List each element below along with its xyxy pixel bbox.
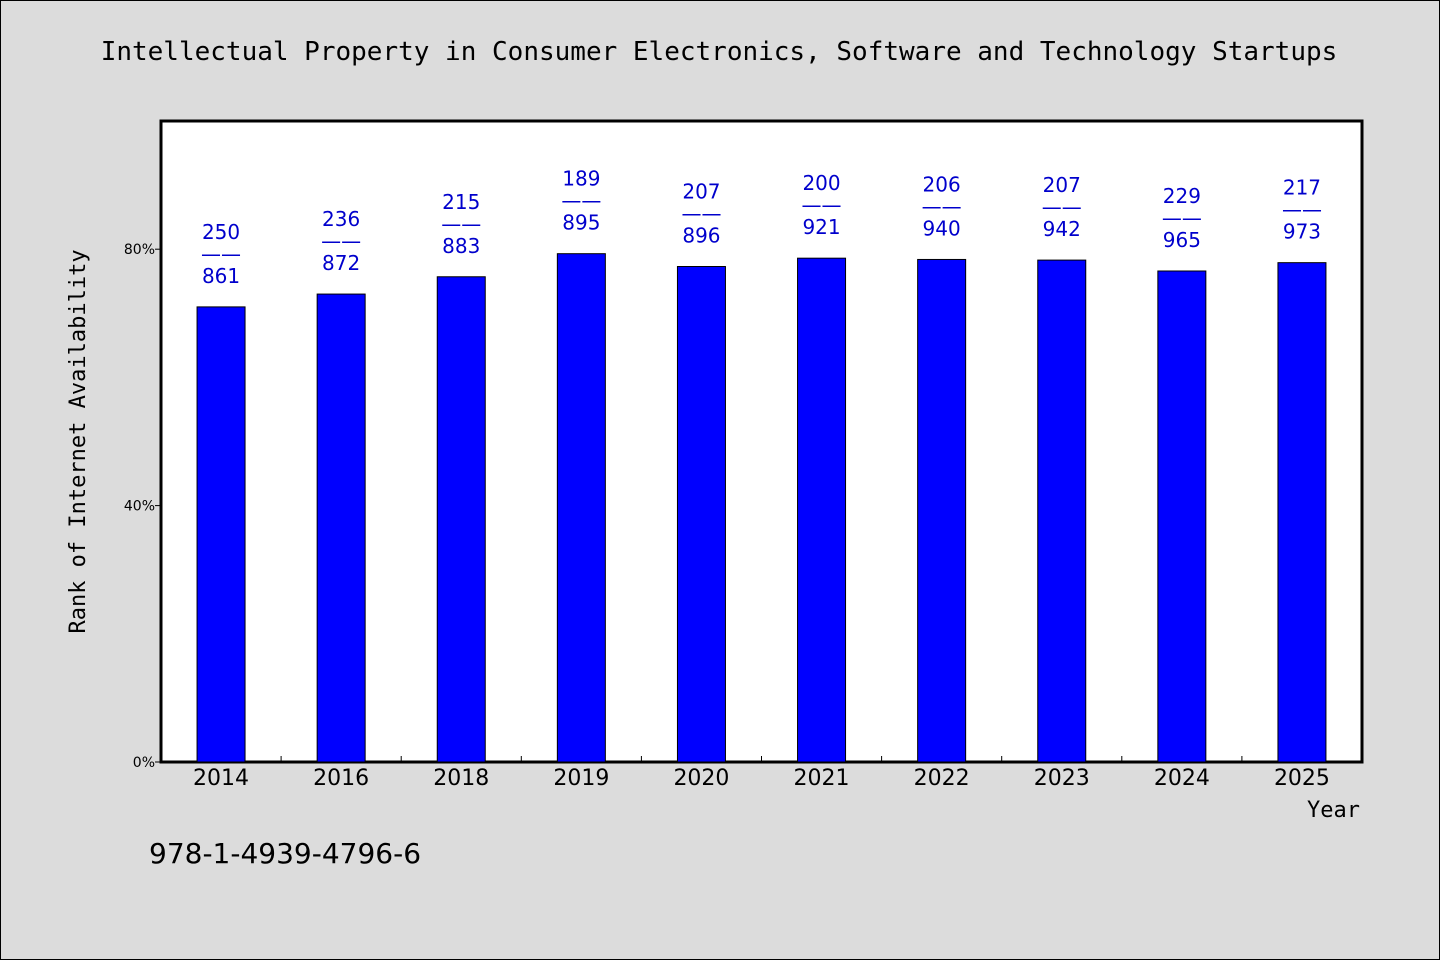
data-label-bottom-2021: 921 bbox=[802, 215, 840, 239]
bar-2014 bbox=[196, 306, 246, 763]
x-tick-label-2019: 2019 bbox=[553, 766, 609, 791]
bar-2024 bbox=[1157, 270, 1207, 763]
data-label-separator-2016: —— bbox=[321, 229, 361, 253]
y-tick-label-2: 80% bbox=[124, 242, 155, 258]
chart-title: Intellectual Property in Consumer Electr… bbox=[100, 37, 1338, 67]
bar-2019 bbox=[556, 253, 606, 763]
data-label-separator-2019: —— bbox=[561, 189, 601, 213]
data-label-separator-2018: —— bbox=[441, 212, 481, 236]
isbn-text: 978-1-4939-4796-6 bbox=[149, 837, 422, 870]
data-label-separator-2020: —— bbox=[681, 202, 721, 226]
y-tick-label-0: 0% bbox=[133, 755, 155, 771]
data-label-top-2023: 207 bbox=[1043, 173, 1081, 197]
data-label-separator-2021: —— bbox=[802, 193, 842, 217]
bar-2021 bbox=[797, 257, 847, 763]
x-tick-label-2020: 2020 bbox=[673, 766, 729, 791]
data-label-separator-2022: —— bbox=[922, 194, 962, 218]
data-label-separator-2014: —— bbox=[201, 242, 241, 266]
data-label-bottom-2020: 896 bbox=[682, 224, 720, 248]
bar-2018 bbox=[436, 276, 486, 763]
bar-2023 bbox=[1037, 259, 1087, 763]
x-tick-label-2024: 2024 bbox=[1154, 766, 1210, 791]
data-label-top-2018: 215 bbox=[442, 190, 480, 214]
data-label-bottom-2022: 940 bbox=[923, 216, 961, 240]
data-label-top-2019: 189 bbox=[562, 167, 600, 191]
y-axis-title: Rank of Internet Availability bbox=[66, 249, 91, 633]
data-label-bottom-2025: 973 bbox=[1283, 220, 1321, 244]
data-label-top-2014: 250 bbox=[202, 220, 240, 244]
bar-2020 bbox=[676, 266, 726, 763]
data-label-bottom-2023: 942 bbox=[1043, 217, 1081, 241]
y-axis: 0% 40% 80% bbox=[124, 242, 161, 771]
data-label-bottom-2014: 861 bbox=[202, 264, 240, 288]
x-tick-label-2022: 2022 bbox=[914, 766, 970, 791]
bar-2022 bbox=[917, 258, 967, 763]
data-label-bottom-2016: 872 bbox=[322, 251, 360, 275]
data-label-top-2016: 236 bbox=[322, 207, 360, 231]
data-label-top-2024: 229 bbox=[1163, 184, 1201, 208]
x-tick-label-2021: 2021 bbox=[794, 766, 850, 791]
data-labels-group: 250——861236——872215——883189——895207——896… bbox=[201, 167, 1322, 288]
data-label-top-2021: 200 bbox=[802, 171, 840, 195]
data-label-separator-2025: —— bbox=[1282, 198, 1322, 222]
x-tick-label-2016: 2016 bbox=[313, 766, 369, 791]
bar-2016 bbox=[316, 293, 366, 763]
x-axis-title: Year bbox=[1307, 798, 1360, 823]
x-tick-label-2023: 2023 bbox=[1034, 766, 1090, 791]
data-label-bottom-2024: 965 bbox=[1163, 228, 1201, 252]
x-axis: 2014 2016 2018 2019 2020 2021 2022 2023 2024 2025 bbox=[193, 756, 1330, 791]
data-label-top-2020: 207 bbox=[682, 180, 720, 204]
x-tick-label-2018: 2018 bbox=[433, 766, 489, 791]
x-tick-label-2014: 2014 bbox=[193, 766, 249, 791]
y-tick-label-1: 40% bbox=[124, 499, 155, 515]
data-label-top-2022: 206 bbox=[923, 172, 961, 196]
data-label-separator-2024: —— bbox=[1162, 206, 1202, 230]
x-tick-label-2025: 2025 bbox=[1274, 766, 1330, 791]
data-label-bottom-2018: 883 bbox=[442, 234, 480, 258]
data-label-top-2025: 217 bbox=[1283, 176, 1321, 200]
bars-group bbox=[196, 253, 1327, 763]
data-label-separator-2023: —— bbox=[1042, 195, 1082, 219]
bar-2025 bbox=[1277, 262, 1327, 763]
data-label-bottom-2019: 895 bbox=[562, 211, 600, 235]
